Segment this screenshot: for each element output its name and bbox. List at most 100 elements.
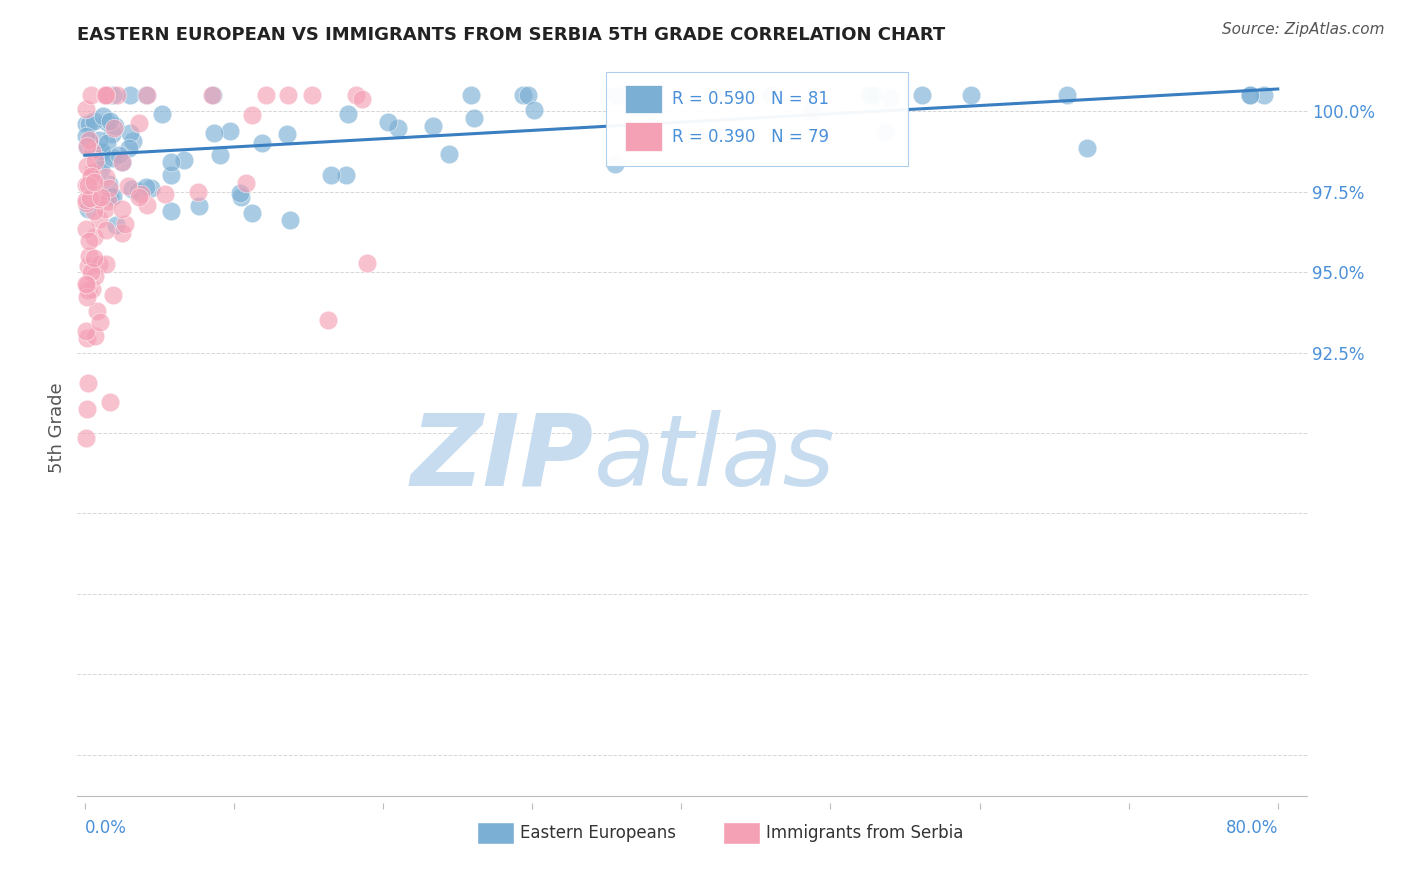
Point [422,120,444,134]
Point [76,139,98,153]
Point [335,168,357,182]
Point [761,88,783,103]
Point [858,88,880,103]
Point [512,88,534,103]
FancyBboxPatch shape [477,822,515,844]
Point [90,161,112,176]
Point [76,178,98,192]
Point [94,88,117,103]
Point [1239,88,1261,103]
Point [278,212,301,227]
Point [187,185,209,199]
Point [121,182,143,196]
Point [131,186,153,201]
Point [90,189,112,203]
Point [94,202,117,216]
Point [103,121,125,136]
Point [201,88,224,103]
Point [75,102,97,116]
Point [135,198,157,212]
Point [352,92,374,106]
Point [150,107,173,121]
Point [641,120,664,134]
Point [83,114,105,128]
Point [76,202,98,216]
Point [75,222,97,236]
Point [321,168,343,182]
Point [76,289,98,303]
Point [1239,88,1261,103]
Point [108,148,131,162]
Point [97,194,120,208]
Point [240,206,263,220]
Point [517,88,540,103]
Point [101,288,124,302]
Point [1056,88,1078,103]
Point [80,169,103,184]
Point [87,192,110,206]
Text: R = 0.590   N = 81: R = 0.590 N = 81 [672,90,828,108]
Point [101,127,124,141]
Text: ZIP: ZIP [411,409,595,507]
Text: R = 0.390   N = 79: R = 0.390 N = 79 [672,128,828,145]
Point [128,190,150,204]
Point [159,155,181,169]
Point [76,402,98,417]
Point [235,177,257,191]
Point [344,88,367,103]
FancyBboxPatch shape [624,122,662,151]
Point [98,180,121,194]
Point [252,136,274,150]
Point [910,88,932,103]
Point [118,141,141,155]
Point [301,88,323,103]
Point [118,126,141,140]
Point [638,127,661,141]
Point [87,211,110,226]
Point [76,159,98,173]
Point [318,313,340,327]
Point [387,121,409,136]
Point [135,88,157,103]
Point [98,395,121,409]
Point [118,88,141,103]
Point [96,223,118,237]
Point [155,187,177,202]
Point [1253,88,1275,103]
Point [96,115,118,129]
Point [105,88,128,103]
Point [104,218,127,232]
FancyBboxPatch shape [624,85,662,113]
Y-axis label: 5th Grade: 5th Grade [48,383,66,474]
Point [523,103,546,117]
Point [76,139,98,153]
Point [77,283,100,297]
Point [218,123,240,137]
Point [96,136,118,151]
Point [160,169,183,183]
Text: 0.0%: 0.0% [84,819,127,837]
Text: 80.0%: 80.0% [1226,819,1278,837]
Point [77,259,100,273]
Text: EASTERN EUROPEAN VS IMMIGRANTS FROM SERBIA 5TH GRADE CORRELATION CHART: EASTERN EUROPEAN VS IMMIGRANTS FROM SERB… [77,26,946,44]
Point [1076,141,1098,155]
Point [75,117,97,131]
Point [104,119,127,133]
Point [83,177,105,191]
Point [460,88,482,103]
FancyBboxPatch shape [606,72,908,166]
Point [111,155,134,169]
Point [437,147,460,161]
Point [603,156,626,170]
Point [103,151,125,165]
Point [79,169,101,183]
Point [91,109,114,123]
Point [75,178,97,193]
Point [121,134,143,148]
Point [83,230,105,244]
Point [91,154,114,169]
Point [959,88,981,103]
Point [463,112,485,126]
Text: Eastern Europeans: Eastern Europeans [520,824,676,842]
Point [82,144,104,158]
